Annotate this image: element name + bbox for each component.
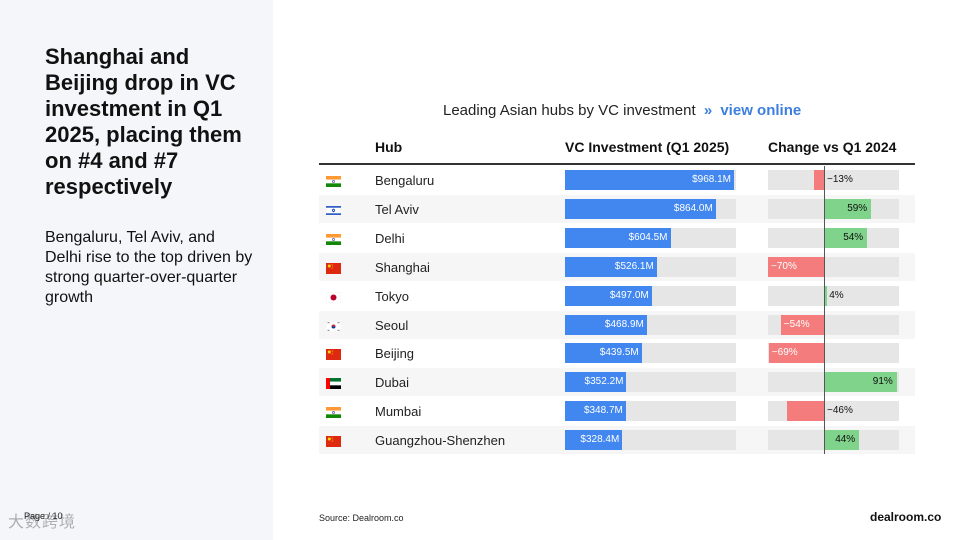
- column-header-vc-investment: VC Investment (Q1 2025): [565, 139, 730, 155]
- hub-name: Delhi: [375, 230, 405, 246]
- change-value-label: 44%: [835, 434, 856, 446]
- change-bar: [824, 430, 860, 451]
- vc-bar: [565, 198, 716, 219]
- change-bar: [768, 256, 824, 277]
- chevron-right-icon: »: [703, 102, 713, 119]
- india-flag-icon: [326, 174, 341, 187]
- vc-value-label: $348.7M: [583, 405, 623, 417]
- change-value-label: 4%: [829, 289, 844, 301]
- vc-value-label: $352.2M: [584, 376, 624, 388]
- change-bar: [824, 198, 872, 219]
- change-bar-track: [768, 285, 899, 306]
- change-value-label: −70%: [771, 260, 797, 272]
- vc-value-label: $439.5M: [599, 347, 639, 359]
- table-row: Delhi $604.5M 54%: [319, 224, 915, 252]
- change-bar: [787, 401, 824, 422]
- india-flag-icon: [326, 232, 341, 245]
- change-bar: [768, 343, 824, 364]
- vc-value-label: $497.0M: [609, 289, 649, 301]
- south-korea-flag-icon: [325, 319, 342, 332]
- vc-bar: [565, 372, 627, 393]
- vc-bar: [565, 170, 734, 190]
- vc-value-label: $526.1M: [614, 260, 654, 272]
- change-bar: [824, 227, 868, 248]
- change-bar: [780, 314, 824, 335]
- japan-flag-icon: [325, 290, 342, 303]
- india-flag-icon: [326, 405, 341, 419]
- vc-bar: [565, 256, 657, 277]
- vc-value-label: $468.9M: [604, 318, 644, 330]
- chart-table-body: Bengaluru $968.1M −13% Tel Aviv $864.0M 59% De…: [319, 166, 915, 456]
- change-value-label: −69%: [771, 347, 798, 359]
- column-header-hub: Hub: [375, 139, 403, 155]
- hub-name: Dubai: [375, 375, 409, 391]
- table-row: Tokyo $497.0M 4%: [319, 282, 915, 310]
- table-row: Seoul $468.9M −54%: [319, 310, 915, 339]
- chart-title: Leading Asian hubs by VC investment » vi…: [443, 102, 801, 119]
- vc-value-label: $968.1M: [692, 174, 731, 185]
- change-zero-line: [824, 166, 825, 454]
- chart-title-text: Leading Asian hubs by VC investment: [443, 102, 696, 119]
- china-flag-icon: [326, 347, 341, 361]
- vc-bar: [565, 314, 647, 335]
- table-row: Mumbai $348.7M −46%: [319, 397, 915, 425]
- table-row: Dubai $352.2M 91%: [319, 368, 915, 397]
- hub-name: Shanghai: [375, 259, 430, 275]
- table-row: Guangzhou-Shenzhen $328.4M 44%: [319, 426, 915, 455]
- china-flag-icon: [326, 434, 341, 448]
- hub-name: Guangzhou-Shenzhen: [375, 433, 506, 449]
- hub-name: Beijing: [375, 346, 415, 362]
- hub-name: Tel Aviv: [375, 201, 419, 217]
- slide-headline: Shanghai and Beijing drop in VC investme…: [45, 44, 242, 199]
- source-note: Source: Dealroom.co: [319, 513, 404, 523]
- change-bar: [813, 170, 824, 190]
- column-header-change: Change vs Q1 2024: [768, 139, 897, 155]
- hub-name: Mumbai: [375, 404, 422, 420]
- change-bar: [824, 285, 828, 306]
- change-value-label: −13%: [827, 174, 853, 185]
- vc-bar: [565, 227, 671, 248]
- left-panel: [0, 0, 273, 540]
- vc-bar: [565, 401, 626, 422]
- israel-flag-icon: [325, 203, 342, 217]
- change-value-label: −54%: [783, 318, 810, 330]
- change-value-label: −46%: [827, 405, 853, 417]
- hub-name: Tokyo: [375, 288, 409, 304]
- change-bar: [824, 372, 897, 393]
- hub-name: Seoul: [375, 317, 409, 333]
- brand-logo: dealroom.co: [870, 510, 942, 524]
- change-value-label: 54%: [843, 231, 864, 243]
- vc-value-label: $864.0M: [673, 202, 713, 214]
- watermark: 大数跨境: [8, 512, 77, 531]
- view-online-link[interactable]: view online: [720, 102, 802, 119]
- change-bar-track: [768, 170, 899, 190]
- uae-flag-icon: [326, 376, 341, 390]
- table-row: Bengaluru $968.1M −13%: [319, 166, 915, 194]
- vc-bar: [565, 343, 642, 364]
- change-value-label: 59%: [847, 202, 868, 214]
- vc-bar: [565, 285, 652, 306]
- header-divider: [319, 163, 915, 165]
- vc-value-label: $604.5M: [628, 231, 668, 243]
- table-row: Shanghai $526.1M −70%: [319, 252, 915, 281]
- vc-bar: [565, 430, 623, 451]
- change-value-label: 91%: [872, 376, 893, 388]
- page-number: Page / 10: [24, 511, 63, 521]
- vc-value-label: $328.4M: [580, 434, 620, 446]
- hub-name: Bengaluru: [375, 173, 435, 188]
- table-row: Tel Aviv $864.0M 59%: [319, 194, 915, 223]
- china-flag-icon: [326, 261, 341, 274]
- slide-subhead: Bengaluru, Tel Aviv, and Delhi rise to t…: [45, 229, 253, 306]
- table-row: Beijing $439.5M −69%: [319, 339, 915, 367]
